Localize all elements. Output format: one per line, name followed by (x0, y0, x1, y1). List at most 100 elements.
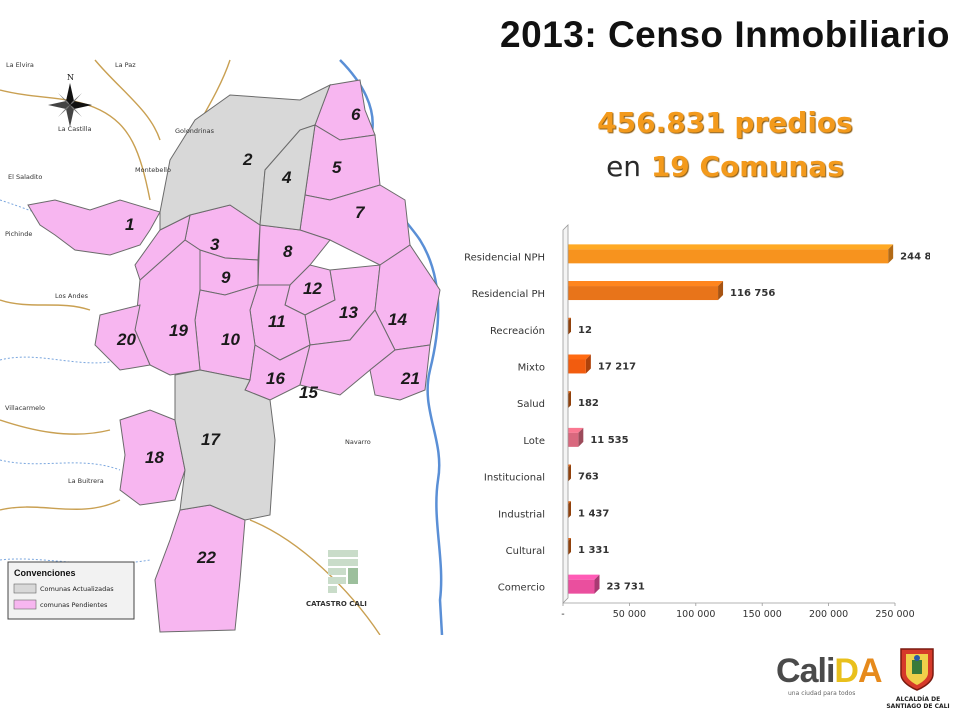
calida-tagline: una ciudad para todos (788, 690, 856, 697)
calida-logo-letter: D (834, 652, 859, 690)
bars (563, 244, 894, 594)
legend-title: Convenciones (14, 568, 76, 578)
comuna-label-6: 6 (351, 105, 361, 124)
comuna-label-1: 1 (125, 215, 134, 234)
bar-top (563, 354, 591, 360)
place-la-buitrera: La Buitrera (68, 477, 104, 485)
value-label: 116 756 (730, 288, 775, 299)
comuna-label-5: 5 (332, 158, 342, 177)
value-label: 763 (578, 472, 599, 483)
comunas-heading-prefix: en (606, 150, 642, 183)
value-label: 11 535 (590, 435, 628, 446)
comuna-label-13: 13 (339, 303, 358, 322)
catastro-logo: CATASTRO CALI (306, 550, 367, 608)
comuna-17-area (174, 369, 276, 521)
x-tick-label: 150 000 (743, 609, 782, 620)
y-axis-wall (562, 224, 569, 604)
category-label: Comercio (498, 583, 545, 594)
map-roads (0, 59, 381, 635)
comuna-label-7: 7 (355, 203, 366, 222)
place-la-castilla: La Castilla (58, 125, 92, 133)
alcaldia-line1: ALCALDÍA DE (895, 696, 941, 703)
bar-side (888, 244, 894, 264)
comunas-actualizadas (159, 83, 331, 521)
comunas-pendientes (27, 79, 441, 633)
comuna-labels: 1 2 3 4 5 6 7 8 9 10 11 12 13 14 15 16 1… (116, 105, 420, 567)
value-label: 17 217 (598, 361, 636, 372)
compass-icon: N (48, 73, 92, 127)
map-legend: Convenciones Comunas Actualizadas comuna… (7, 561, 135, 620)
calida-logo-letter: i (825, 652, 836, 690)
calida-logo: CaliDA (776, 652, 882, 691)
value-label: 182 (578, 398, 599, 409)
category-label: Residencial PH (472, 289, 545, 300)
bar-top (563, 244, 894, 250)
value-labels: 244 852 116 756 12 17 217 182 11 535 763 1 437 1… (578, 251, 930, 592)
comuna-label-22: 22 (196, 548, 216, 567)
x-tick-label: 50 000 (613, 609, 646, 620)
compass-north-label: N (67, 73, 74, 82)
category-labels: Residencial NPH Residencial PH Recreación M… (464, 252, 545, 593)
x-tick-label: 200 000 (809, 609, 848, 620)
place-villacarmelo: Villacarmelo (5, 404, 45, 412)
comuna-label-19: 19 (169, 321, 188, 340)
place-montebello: Montebello (135, 166, 171, 174)
comuna-label-3: 3 (210, 235, 220, 254)
comunas-map: 1 2 3 4 5 6 7 8 9 10 11 12 13 14 15 16 1… (0, 59, 444, 635)
comunas-heading: en 19 Comunas (560, 150, 890, 183)
legend-label-pendientes: comunas Pendientes (40, 601, 108, 609)
bar (563, 359, 586, 374)
value-label: 1 331 (578, 545, 609, 556)
calida-logo-letter: A (857, 652, 883, 690)
x-tick-label: 250 000 (875, 609, 914, 620)
category-label: Salud (517, 399, 545, 410)
bar-side (585, 354, 591, 374)
category-label: Recreación (490, 325, 545, 337)
bar-side (718, 281, 724, 301)
category-label: Cultural (506, 546, 545, 557)
category-label: Lote (523, 436, 545, 447)
comuna-label-12: 12 (303, 279, 322, 298)
place-los-andes: Los Andes (55, 292, 89, 300)
comuna-20-area (94, 304, 151, 371)
comunas-heading-count: 19 Comunas (650, 150, 844, 183)
place-golondrinas: Golondrinas (175, 127, 215, 135)
comuna-label-15: 15 (299, 383, 318, 402)
comuna-label-20: 20 (116, 330, 136, 349)
comuna-label-18: 18 (145, 448, 164, 467)
x-tick-label: - (561, 609, 564, 620)
bar (563, 579, 595, 594)
comuna-label-10: 10 (221, 330, 240, 349)
axes (562, 224, 896, 606)
bar-top (563, 281, 724, 287)
comuna-22-area (154, 504, 246, 633)
comuna-4-area (259, 124, 316, 231)
legend-swatch-actualizadas (13, 583, 37, 594)
legend-swatch-pendientes (13, 599, 37, 610)
value-label: 244 852 (900, 251, 930, 262)
comuna-label-21: 21 (400, 369, 420, 388)
comuna-18-area (119, 409, 186, 506)
comuna-label-11: 11 (268, 312, 286, 331)
category-label: Institucional (484, 473, 545, 484)
calida-logo-letter: l (817, 652, 827, 690)
comuna-label-16: 16 (266, 369, 285, 388)
bar-top (563, 574, 600, 580)
x-tick-labels: - 50 000 100 000 150 000 200 000 250 000 (561, 609, 914, 620)
comuna-21-area (369, 344, 431, 401)
footer-logos: CaliDA una ciudad para todos ALCALDÍA DE… (770, 640, 955, 710)
place-el-saladito: El Saladito (8, 173, 42, 181)
alcaldia-shield-icon (900, 648, 934, 691)
category-label: Residencial NPH (464, 252, 545, 263)
x-tick-label: 100 000 (676, 609, 715, 620)
catastro-label: CATASTRO CALI (306, 600, 367, 608)
comuna-label-8: 8 (283, 242, 293, 261)
place-la-paz: La Paz (115, 61, 136, 69)
slide-title: 2013: Censo Inmobiliario (500, 14, 950, 55)
place-navarro: Navarro (345, 438, 371, 446)
legend-label-actualizadas: Comunas Actualizadas (40, 585, 114, 593)
comuna-label-9: 9 (221, 268, 231, 287)
bar-side (578, 427, 584, 447)
comuna-label-2: 2 (242, 150, 253, 169)
calida-logo-letter: a (799, 652, 819, 690)
